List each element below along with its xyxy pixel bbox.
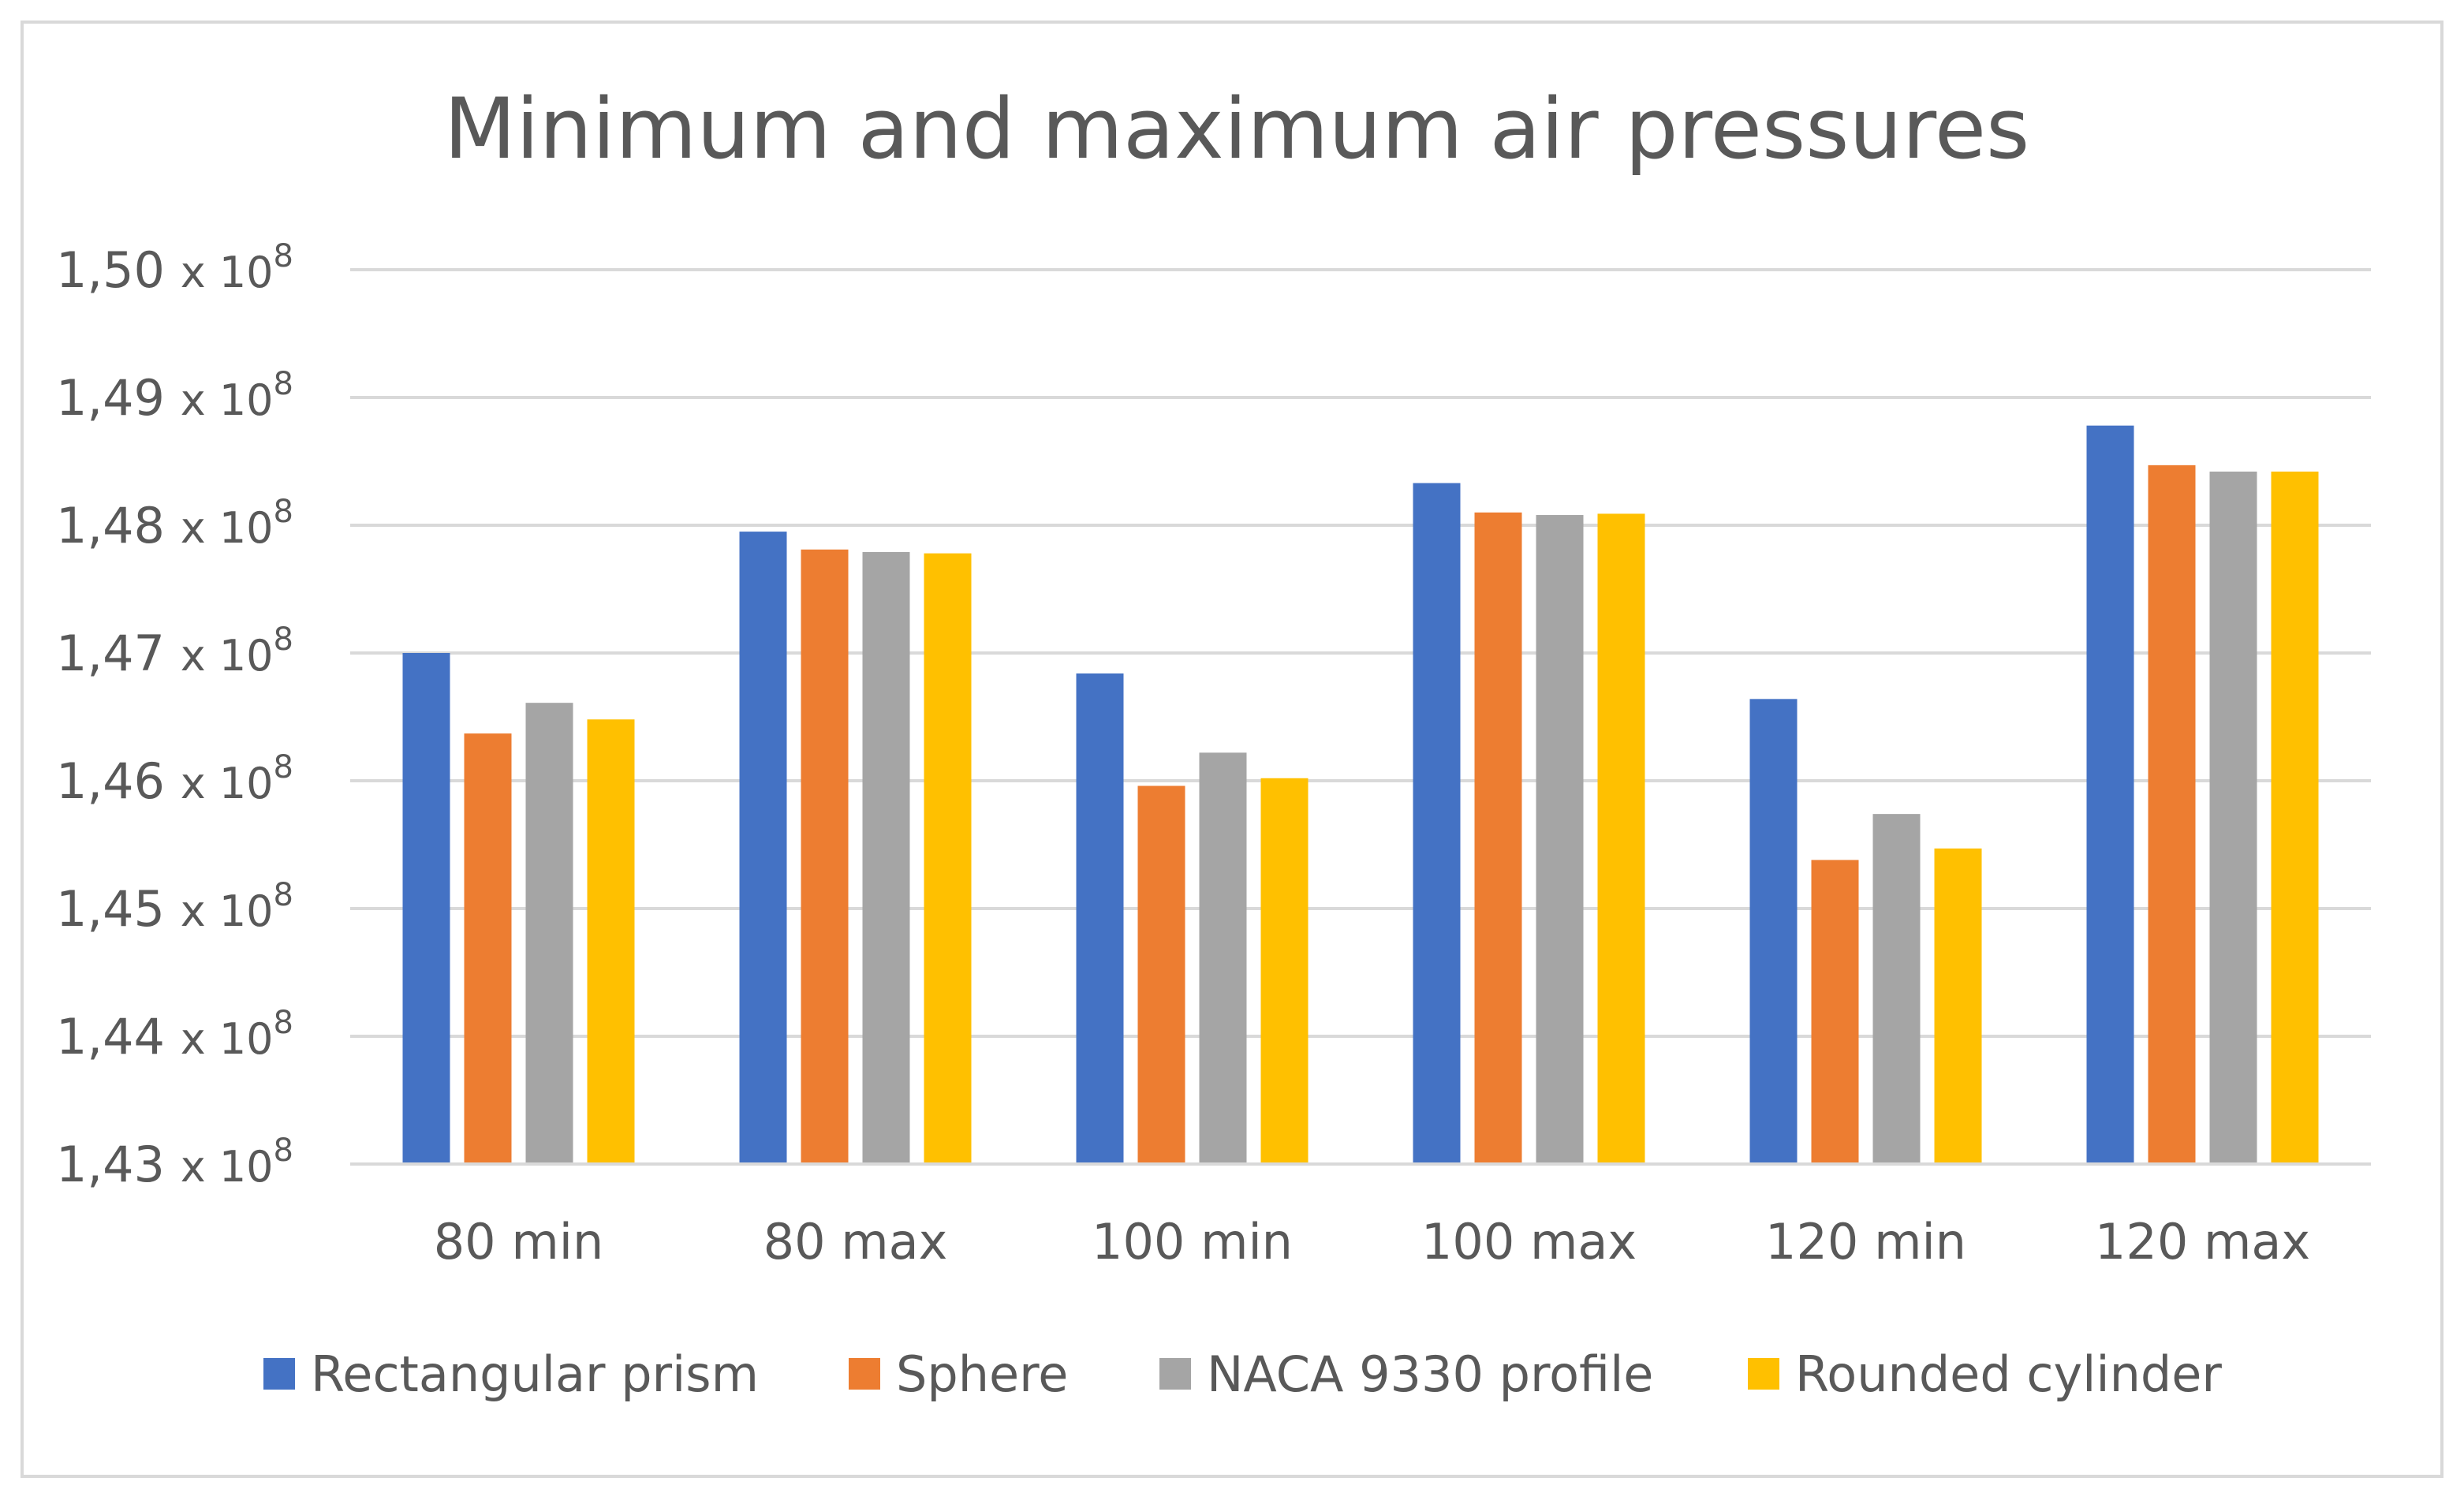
legend-label: Rectangular prism [311,1345,759,1403]
y-tick-mantissa: 1,45 [56,880,181,938]
legend-swatch [263,1358,295,1390]
y-tick-label: 1,44 x 108 [56,1005,293,1065]
y-tick-mantissa: 1,47 [56,625,181,682]
legend-swatch [849,1358,880,1390]
y-tick-label: 1,50 x 108 [56,238,293,299]
bar-rounded-cylinder-120-min [1934,848,1982,1164]
bar-naca-9330-profile-120-max [2209,471,2257,1164]
legend-item: Sphere [849,1345,1068,1403]
chart-title: Minimum and maximum air pressures [444,80,2030,177]
legend-item: Rectangular prism [263,1345,759,1403]
bar-rectangular-prism-80-min [402,653,450,1164]
y-tick-exponent: 8 [274,877,293,913]
bar-naca-9330-profile-120-min [1872,814,1921,1164]
legend-swatch [1159,1358,1191,1390]
legend-item: NACA 9330 profile [1159,1345,1653,1403]
y-tick-multiplier: x 10 [181,1014,274,1064]
bar-rectangular-prism-120-min [1749,699,1798,1164]
x-tick-label: 120 max [2095,1213,2310,1271]
legend-swatch [1748,1358,1779,1390]
bar-rectangular-prism-100-min [1076,673,1124,1164]
y-tick-label: 1,43 x 108 [56,1132,293,1193]
bar-sphere-80-max [801,549,849,1164]
bar-naca-9330-profile-80-min [525,703,573,1164]
bar-sphere-120-max [2148,465,2196,1164]
y-tick-multiplier: x 10 [181,631,274,681]
bar-sphere-100-min [1137,785,1185,1164]
y-tick-label: 1,49 x 108 [56,366,293,427]
y-tick-mantissa: 1,50 [56,241,181,299]
x-tick-label: 120 min [1765,1213,1966,1271]
legend-label: NACA 9330 profile [1207,1345,1653,1403]
bar-rounded-cylinder-100-min [1260,778,1309,1164]
bar-sphere-120-min [1811,860,1859,1164]
bar-rounded-cylinder-80-min [587,719,635,1164]
legend: Rectangular prism Sphere NACA 9330 profile… [263,1345,2222,1403]
y-tick-multiplier: x 10 [181,886,274,936]
bar-naca-9330-profile-80-max [862,552,910,1164]
y-tick-exponent: 8 [274,494,293,530]
y-tick-label: 1,47 x 108 [56,621,293,682]
y-tick-multiplier: x 10 [181,248,274,297]
bar-sphere-100-max [1474,512,1522,1164]
y-tick-mantissa: 1,43 [56,1136,181,1193]
y-tick-mantissa: 1,46 [56,752,181,810]
bar-rectangular-prism-100-max [1413,483,1461,1164]
bar-naca-9330-profile-100-max [1536,515,1584,1164]
x-tick-label: 100 min [1092,1213,1293,1271]
bar-sphere-80-min [464,733,512,1164]
y-tick-exponent: 8 [274,621,293,658]
y-tick-label: 1,45 x 108 [56,877,293,938]
bar-rectangular-prism-80-max [739,532,787,1164]
gridlines [350,268,2371,1038]
y-tick-exponent: 8 [274,749,293,785]
bar-rounded-cylinder-80-max [924,553,972,1164]
bar-rounded-cylinder-120-max [2271,471,2319,1164]
bar-rounded-cylinder-100-max [1597,513,1645,1164]
y-tick-multiplier: x 10 [181,375,274,425]
y-tick-multiplier: x 10 [181,1142,274,1192]
bars [402,425,2319,1164]
x-tick-label: 80 max [763,1213,948,1271]
y-tick-mantissa: 1,48 [56,497,181,554]
y-tick-label: 1,46 x 108 [56,749,293,810]
legend-label: Sphere [896,1345,1068,1403]
y-tick-exponent: 8 [274,366,293,402]
x-axis-ticks: 80 min 80 max 100 min 100 max 120 min 120 max [434,1213,2310,1271]
y-tick-exponent: 8 [274,1132,293,1169]
y-tick-exponent: 8 [274,1005,293,1041]
x-tick-label: 100 max [1421,1213,1637,1271]
y-tick-mantissa: 1,49 [56,369,181,427]
y-tick-mantissa: 1,44 [56,1008,181,1065]
y-tick-label: 1,48 x 108 [56,494,293,554]
bar-naca-9330-profile-100-min [1199,752,1247,1164]
legend-item: Rounded cylinder [1748,1345,2222,1403]
legend-label: Rounded cylinder [1795,1345,2222,1403]
y-tick-multiplier: x 10 [181,759,274,808]
y-tick-multiplier: x 10 [181,503,274,553]
y-tick-exponent: 8 [274,238,293,274]
bar-rectangular-prism-120-max [2086,425,2134,1164]
x-tick-label: 80 min [434,1213,604,1271]
